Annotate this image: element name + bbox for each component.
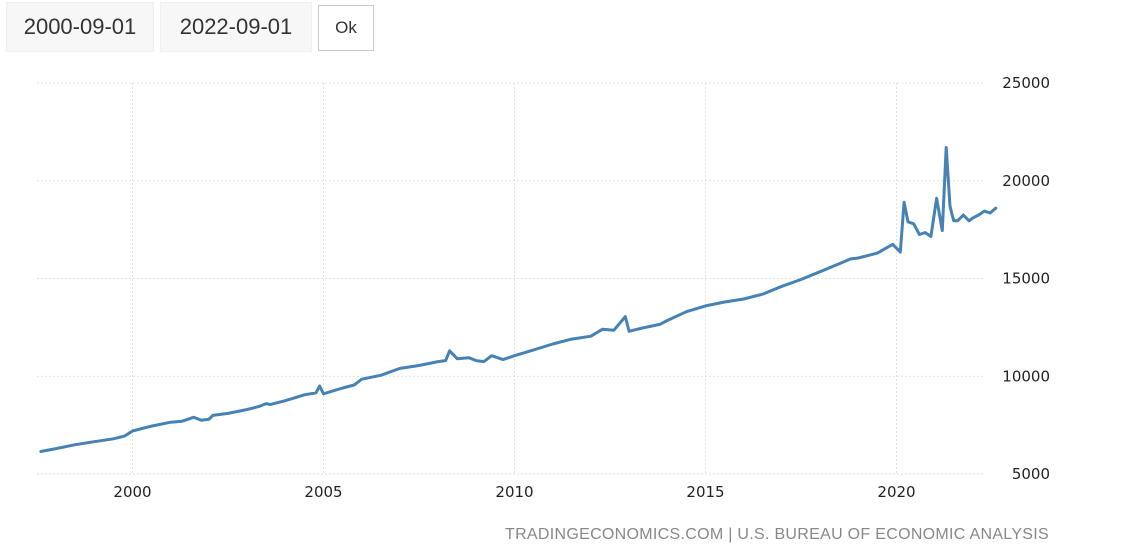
x-tick-label: 2020 xyxy=(877,483,915,501)
x-axis-ticks: 2000 2005 2010 2015 2020 xyxy=(113,483,915,501)
x-tick-label: 2015 xyxy=(686,483,724,501)
x-tick-label: 2005 xyxy=(304,483,342,501)
ok-button[interactable]: Ok xyxy=(318,5,374,51)
y-tick-label: 25000 xyxy=(1002,74,1050,92)
y-tick-label: 15000 xyxy=(1002,270,1050,288)
x-tick-label: 2000 xyxy=(113,483,151,501)
y-tick-label: 5000 xyxy=(1012,465,1050,483)
end-date-input[interactable]: 2022-09-01 xyxy=(160,2,312,52)
y-axis-ticks: 25000 20000 15000 10000 5000 xyxy=(1002,74,1050,483)
y-tick-label: 10000 xyxy=(1002,367,1050,385)
y-tick-label: 20000 xyxy=(1002,172,1050,190)
x-tick-label: 2010 xyxy=(495,483,533,501)
series-line xyxy=(39,146,998,453)
grid-lines xyxy=(37,82,985,475)
start-date-input[interactable]: 2000-09-01 xyxy=(6,2,154,52)
source-attribution: TRADINGECONOMICS.COM | U.S. BUREAU OF EC… xyxy=(505,526,1049,543)
line-chart: 2000 2005 2010 2015 2020 25000 20000 15000 1000… xyxy=(37,74,1050,501)
